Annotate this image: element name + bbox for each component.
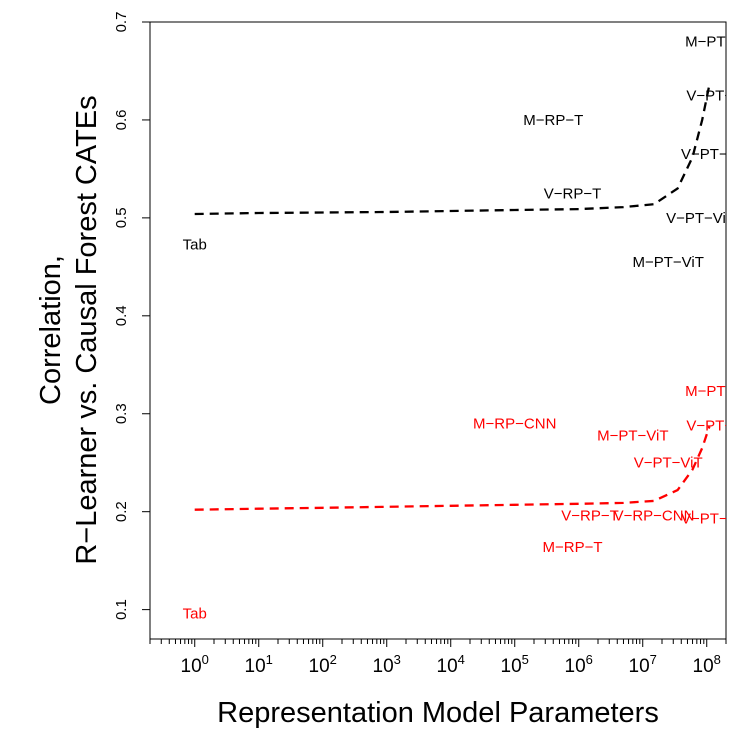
x-tick-base: 10 xyxy=(501,656,522,677)
x-tick-exponent: 4 xyxy=(458,652,465,667)
plot-frame xyxy=(149,21,727,640)
x-tick-base: 10 xyxy=(309,656,330,677)
x-tick-base: 10 xyxy=(245,656,266,677)
y-tick-label: 0.6 xyxy=(113,110,130,131)
point-label: V−RP−T xyxy=(561,508,619,525)
point-label: M−PT−ViT xyxy=(597,427,668,444)
point-label: M−RP−T xyxy=(543,539,603,556)
x-tick-base: 10 xyxy=(629,656,650,677)
trend-line xyxy=(194,84,711,216)
x-tick-label: 101 xyxy=(245,652,273,677)
x-tick-exponent: 7 xyxy=(650,652,657,667)
x-tick-label: 103 xyxy=(373,652,401,677)
x-tick-exponent: 0 xyxy=(202,652,209,667)
trend-lines xyxy=(194,84,711,511)
point-label: V−PT−ViT xyxy=(634,455,703,472)
y-tick-label: 0.4 xyxy=(113,305,130,326)
x-tick-exponent: 8 xyxy=(714,652,721,667)
x-tick-label: 106 xyxy=(565,652,593,677)
point-labels: Tab M−RP−T V−RP−T V−PT−ViT M−PT−ViT M−PT−CNN V… xyxy=(183,34,747,623)
point-label: M−RP−CNN xyxy=(473,416,556,433)
point-label: M−RP−T xyxy=(523,112,583,129)
y-axis: 0.1 0.2 0.3 0.4 0.5 0.6 0.7 xyxy=(113,12,150,620)
point-label: M−PT−ViT xyxy=(632,254,703,271)
x-tick-exponent: 5 xyxy=(522,652,529,667)
y-tick-label: 0.7 xyxy=(113,12,130,33)
x-tick-base: 10 xyxy=(693,656,714,677)
x-tick-exponent: 3 xyxy=(394,652,401,667)
point-label: V−PT−VAu xyxy=(681,511,747,528)
x-tick-label: 107 xyxy=(629,652,657,677)
point-label: V−PT−VAu xyxy=(681,146,747,163)
x-tick-label: 105 xyxy=(501,652,529,677)
x-tick-exponent: 2 xyxy=(330,652,337,667)
y-tick-label: 0.5 xyxy=(113,207,130,228)
y-axis-label-line-2: R−Learner vs. Causal Forest CATEs xyxy=(71,95,103,564)
point-label: Tab xyxy=(183,236,207,253)
x-tick-base: 10 xyxy=(565,656,586,677)
x-tick-label: 100 xyxy=(181,652,209,677)
x-tick-base: 10 xyxy=(373,656,394,677)
point-label: Tab xyxy=(183,606,207,623)
y-axis-label-line-1: Correlation, xyxy=(35,255,67,405)
x-tick-base: 10 xyxy=(181,656,202,677)
y-tick-label: 0.2 xyxy=(113,501,130,522)
x-axis: 100 101 102 103 104 105 106 107 108 xyxy=(149,639,727,677)
x-tick-exponent: 1 xyxy=(266,652,273,667)
point-label: M−PT−CNN xyxy=(685,383,747,400)
x-axis-label: Representation Model Parameters xyxy=(217,697,659,729)
point-label: V−PT−CNN xyxy=(686,417,747,434)
point-label: V−PT−CNN xyxy=(686,87,747,104)
y-tick-label: 0.3 xyxy=(113,403,130,424)
x-tick-base: 10 xyxy=(437,656,458,677)
y-tick-label: 0.1 xyxy=(113,599,130,620)
trend-line xyxy=(194,426,711,511)
x-tick-label: 108 xyxy=(693,652,721,677)
point-label: V−PT−ViT xyxy=(666,210,735,227)
point-label: V−RP−T xyxy=(544,185,602,202)
point-label: M−PT−CNN xyxy=(685,34,747,51)
point-label: V−RP−CNN xyxy=(614,508,695,525)
x-tick-label: 102 xyxy=(309,652,337,677)
x-tick-exponent: 6 xyxy=(586,652,593,667)
x-tick-label: 104 xyxy=(437,652,465,677)
